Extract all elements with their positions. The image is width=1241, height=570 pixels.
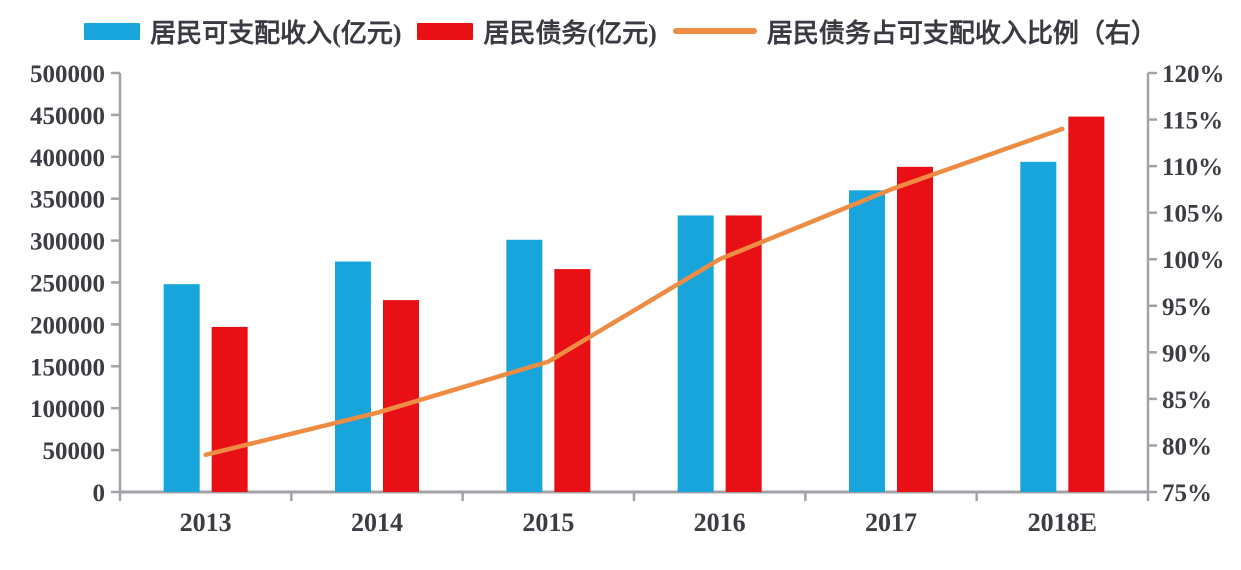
right-axis-tick-label: 105%: [1162, 201, 1225, 228]
legend-item-income: 居民可支配收入(亿元): [84, 13, 401, 50]
right-axis-tick-label: 90%: [1162, 340, 1212, 367]
right-axis-tick-label: 80%: [1162, 433, 1212, 460]
x-axis-label: 2017: [865, 508, 917, 537]
bar-debt-2016: [725, 215, 762, 492]
bar-income-2014: [335, 261, 371, 492]
left-axis-tick-label: 50000: [43, 438, 106, 465]
bar-income-2018E: [1020, 161, 1057, 492]
left-axis-tick-label: 250000: [30, 271, 105, 298]
ratio-legend-label: 居民债务占可支配收入比例（右）: [766, 18, 1157, 48]
x-axis-label: 2018E: [1028, 508, 1097, 537]
right-axis-tick-label: 115%: [1162, 108, 1223, 135]
left-axis-tick-label: 0: [93, 480, 106, 507]
bar-debt-2014: [383, 300, 419, 492]
x-axis-label: 2015: [522, 508, 574, 537]
right-axis-tick-label: 75%: [1162, 480, 1212, 507]
right-axis-tick-label: 95%: [1162, 294, 1212, 321]
legend-item-ratio: 居民债务占可支配收入比例（右）: [672, 13, 1157, 50]
left-axis-tick-label: 450000: [30, 103, 105, 130]
bar-income-2017: [849, 190, 885, 492]
legend-item-debt: 居民债务(亿元): [417, 13, 657, 50]
left-axis-tick-label: 150000: [30, 354, 105, 381]
right-axis-tick-label: 120%: [1162, 61, 1225, 88]
ratio-line: [203, 126, 1065, 458]
left-axis-tick-label: 500000: [30, 61, 105, 88]
left-axis-tick-label: 400000: [30, 145, 105, 172]
x-axis-label: 2013: [180, 508, 232, 537]
right-axis-tick-label: 100%: [1162, 247, 1225, 274]
debt-legend-swatch: [417, 22, 474, 40]
bar-debt-2018E: [1068, 116, 1105, 493]
right-axis-tick-label: 110%: [1162, 154, 1223, 181]
bar-income-2013: [163, 284, 200, 492]
right-axis-tick-label: 85%: [1162, 387, 1212, 414]
bar-debt-2017: [897, 166, 933, 492]
combo-chart: 0 50000 100000 150000 200000 250000 300000 3500…: [30, 61, 1225, 537]
left-axis-tick-label: 200000: [30, 312, 105, 339]
income-legend-swatch: [84, 22, 141, 40]
x-axis-label: 2016: [694, 508, 746, 537]
bar-debt-2015: [554, 269, 591, 492]
left-axis-tick-label: 100000: [30, 396, 105, 423]
income-legend-label: 居民可支配收入(亿元): [150, 18, 402, 48]
ratio-legend-line-swatch: [672, 28, 757, 34]
bar-debt-2013: [211, 326, 248, 492]
left-axis-tick-label: 300000: [30, 229, 105, 256]
bar-income-2016: [677, 215, 714, 492]
left-axis-tick-label: 350000: [30, 187, 105, 214]
debt-legend-label: 居民债务(亿元): [483, 18, 657, 48]
chart-legend: 居民可支配收入(亿元) 居民债务(亿元) 居民债务占可支配收入比例（右）: [0, 0, 1241, 48]
x-axis-label: 2014: [351, 508, 403, 537]
